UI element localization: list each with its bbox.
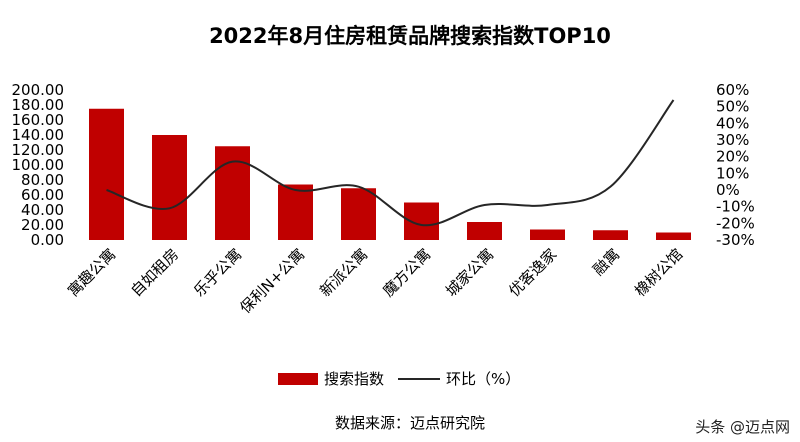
right-y-axis: -30%-20%-10%0%10%20%30%40%50%60% xyxy=(716,81,755,249)
category-label: 橡树公馆 xyxy=(631,245,686,300)
bar xyxy=(656,232,691,240)
left-y-tick-label: 20.00 xyxy=(21,216,64,234)
bar xyxy=(278,184,313,240)
left-y-tick-label: 100.00 xyxy=(12,156,65,174)
category-label: 融寓 xyxy=(589,245,623,279)
left-y-tick-label: 160.00 xyxy=(12,111,65,129)
line-path xyxy=(106,99,675,227)
left-y-tick-label: 200.00 xyxy=(12,81,65,99)
chart-title: 2022年8月住房租赁品牌搜索指数TOP10 xyxy=(209,24,611,48)
category-label: 自如租房 xyxy=(127,245,182,300)
category-label: 乐乎公寓 xyxy=(190,245,245,300)
right-y-tick-label: 10% xyxy=(716,164,749,182)
left-y-tick-label: 180.00 xyxy=(12,96,65,114)
category-label: 优客逸家 xyxy=(505,245,560,300)
right-y-tick-label: 20% xyxy=(716,148,749,166)
legend-bar-swatch xyxy=(278,373,318,385)
bar xyxy=(467,222,502,240)
right-y-tick-label: 40% xyxy=(716,114,749,132)
bar-series xyxy=(89,108,691,240)
bar xyxy=(593,230,628,240)
right-y-tick-label: 50% xyxy=(716,98,749,116)
left-y-tick-label: 80.00 xyxy=(21,171,64,189)
right-y-tick-label: 60% xyxy=(716,81,749,99)
category-label: 寓趣公寓 xyxy=(64,245,119,300)
right-y-tick-label: -10% xyxy=(716,198,755,216)
left-y-tick-label: 0.00 xyxy=(31,231,64,249)
right-y-tick-label: -30% xyxy=(716,231,755,249)
bar xyxy=(89,108,124,240)
bar xyxy=(530,229,565,240)
left-y-tick-label: 140.00 xyxy=(12,126,65,144)
left-y-tick-label: 60.00 xyxy=(21,186,64,204)
bar xyxy=(341,188,376,240)
source-note: 数据来源：迈点研究院 xyxy=(335,414,485,432)
category-label: 新派公寓 xyxy=(316,245,371,300)
right-y-tick-label: -20% xyxy=(716,214,755,232)
category-label: 魔方公寓 xyxy=(379,245,434,300)
legend: 搜索指数 环比（%） xyxy=(278,370,520,388)
right-y-tick-label: 0% xyxy=(716,181,740,199)
legend-bar-label: 搜索指数 xyxy=(324,370,384,388)
line-series xyxy=(106,99,675,227)
category-label: 城家公寓 xyxy=(442,245,497,300)
bar xyxy=(152,135,187,240)
left-y-tick-label: 120.00 xyxy=(12,141,65,159)
legend-line-label: 环比（%） xyxy=(446,370,520,388)
right-y-tick-label: 30% xyxy=(716,131,749,149)
watermark: 头条 @迈点网 xyxy=(695,418,790,436)
left-y-axis: 0.0020.0040.0060.0080.00100.00120.00140.… xyxy=(12,81,65,249)
category-label: 保利N+公寓 xyxy=(236,245,308,317)
left-y-tick-label: 40.00 xyxy=(21,201,64,219)
bar xyxy=(215,146,250,240)
